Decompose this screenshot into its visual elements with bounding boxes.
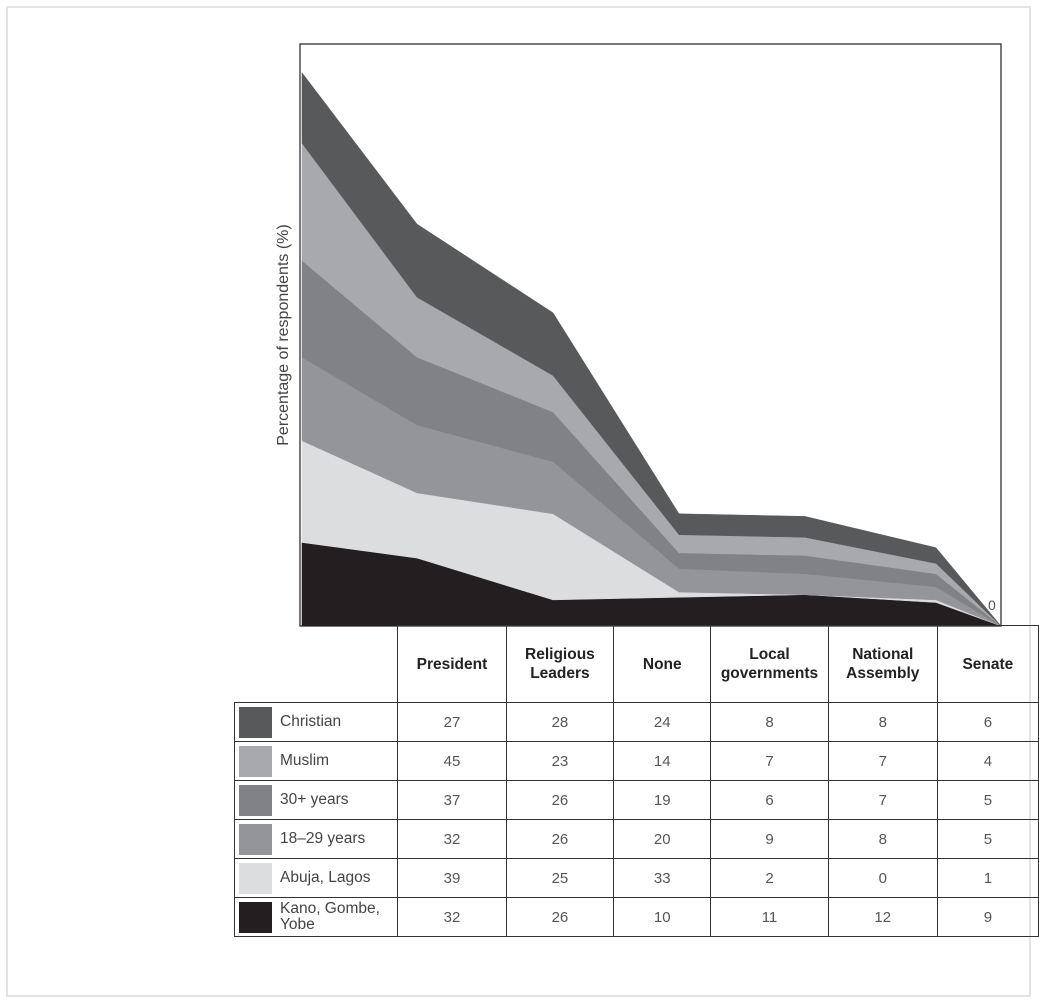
legend-label: 18–29 years <box>280 830 366 847</box>
table-cell: 24 <box>613 702 712 742</box>
table-cell: 7 <box>710 741 829 781</box>
area-series-5 <box>301 71 1002 627</box>
table-cell: 10 <box>613 897 712 937</box>
table-cell: 20 <box>613 819 712 859</box>
legend-label: Christian <box>280 713 342 730</box>
table-cell: 39 <box>397 858 507 898</box>
table-cell: 45 <box>397 741 507 781</box>
table-body: Christian 27 28 24 8 8 6 Muslim 45 23 14 7 7 4 30+ yea… <box>233 702 1039 937</box>
legend-swatch <box>239 745 272 777</box>
table-cell: 8 <box>827 702 938 742</box>
data-table: President Religious Leaders None Local govern… <box>233 625 1039 937</box>
table-cell: 32 <box>397 897 507 937</box>
table-cell: 0 <box>827 858 938 898</box>
legend-label: Muslim <box>280 752 330 769</box>
legend-swatch <box>239 784 272 816</box>
table-cell: 6 <box>710 780 829 820</box>
legend-cell: Muslim <box>233 741 399 781</box>
table-cell: 14 <box>613 741 712 781</box>
table-cell: 28 <box>505 702 615 742</box>
legend-swatch <box>239 706 272 738</box>
table-cell: 27 <box>397 702 507 742</box>
table-cell: 19 <box>613 780 712 820</box>
column-header-5: Senate <box>936 625 1039 703</box>
table-cell: 11 <box>710 897 829 937</box>
table-cell: 9 <box>710 819 829 859</box>
table-corner <box>235 626 398 703</box>
legend-cell: Christian <box>233 702 399 742</box>
legend-swatch <box>239 823 272 855</box>
table-cell: 33 <box>613 858 712 898</box>
table-cell: 23 <box>505 741 615 781</box>
legend-label: 30+ years <box>280 791 349 808</box>
figure-frame <box>6 6 1031 997</box>
table-header-row: President Religious Leaders None Local govern… <box>235 625 1039 703</box>
column-header-3: Local governments <box>710 625 829 703</box>
table-cell: 8 <box>710 702 829 742</box>
y-axis-label: Percentage of respondents (%) <box>275 224 292 445</box>
table-cell: 26 <box>505 897 615 937</box>
table-cell: 12 <box>827 897 938 937</box>
table-cell: 37 <box>397 780 507 820</box>
table-row: Christian 27 28 24 8 8 6 <box>233 702 1039 742</box>
column-header-1: Religious Leaders <box>505 625 615 703</box>
table-cell: 5 <box>936 780 1039 820</box>
table-cell: 7 <box>827 741 938 781</box>
table-row: Kano, Gombe, Yobe 32 26 10 11 12 9 <box>233 897 1039 937</box>
table-cell: 4 <box>936 741 1039 781</box>
legend-cell: Kano, Gombe, Yobe <box>233 897 399 937</box>
legend-label: Kano, Gombe, Yobe <box>280 900 380 933</box>
column-header-4: National Assembly <box>827 625 938 703</box>
legend-label: Abuja, Lagos <box>280 869 371 886</box>
legend-cell: 30+ years <box>233 780 399 820</box>
legend-cell: Abuja, Lagos <box>233 858 399 898</box>
table-cell: 8 <box>827 819 938 859</box>
column-header-2: None <box>613 625 712 703</box>
table-cell: 26 <box>505 819 615 859</box>
legend-swatch <box>239 862 272 894</box>
legend-swatch <box>239 901 272 933</box>
legend-cell: 18–29 years <box>233 819 399 859</box>
zero-label: 0 <box>988 597 996 613</box>
area-series-group <box>301 71 1002 627</box>
table-cell: 25 <box>505 858 615 898</box>
table-row: 30+ years 37 26 19 6 7 5 <box>233 780 1039 820</box>
table-cell: 5 <box>936 819 1039 859</box>
table-row: Abuja, Lagos 39 25 33 2 0 1 <box>233 858 1039 898</box>
table-row: Muslim 45 23 14 7 7 4 <box>233 741 1039 781</box>
table-cell: 2 <box>710 858 829 898</box>
table-row: 18–29 years 32 26 20 9 8 5 <box>233 819 1039 859</box>
table-cell: 6 <box>936 702 1039 742</box>
table-cell: 7 <box>827 780 938 820</box>
table-cell: 9 <box>936 897 1039 937</box>
column-header-0: President <box>397 625 507 703</box>
table-cell: 32 <box>397 819 507 859</box>
table-cell: 26 <box>505 780 615 820</box>
table-cell: 1 <box>936 858 1039 898</box>
